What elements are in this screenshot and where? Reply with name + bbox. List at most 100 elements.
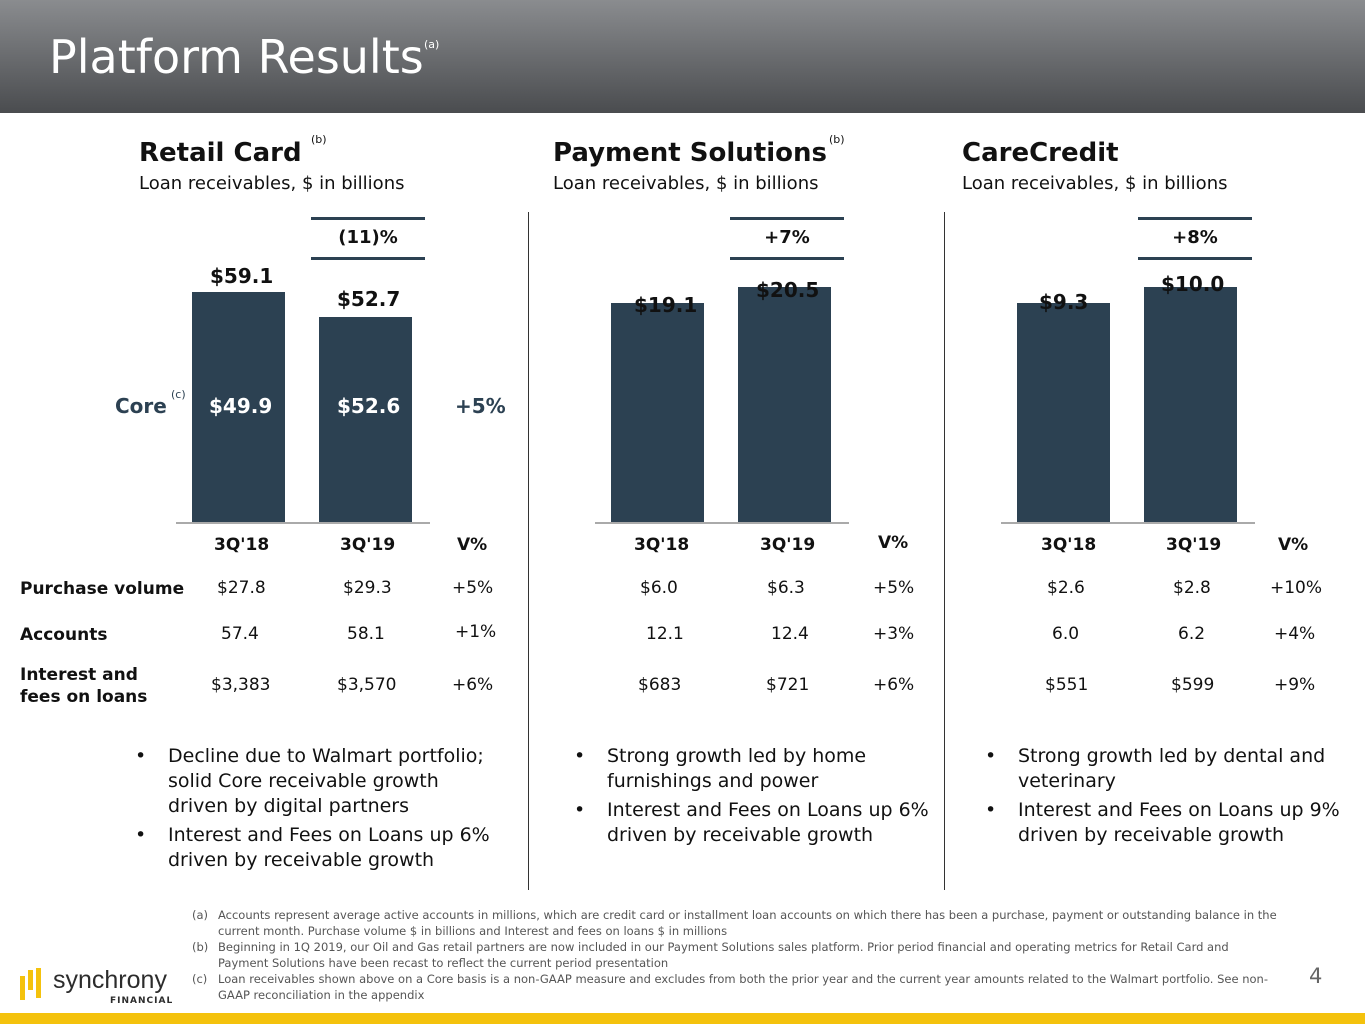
table-cell: $721	[766, 675, 810, 695]
bullet-line: Interest and Fees on Loans up 9%	[1018, 799, 1340, 821]
row-label-accounts: Accounts	[20, 625, 108, 645]
synchrony-logo-sub: FINANCIAL	[110, 996, 174, 1006]
bullet-line: veterinary	[1018, 770, 1116, 792]
retail-bar-label-3q19: $52.7	[337, 287, 401, 311]
footnote-text: Loan receivables shown above on a Core b…	[218, 972, 1268, 1002]
retail-baseline	[176, 522, 430, 524]
carecredit-bullet-1: • Strong growth led by dental and veteri…	[985, 745, 1326, 792]
table-cell: $2.8	[1173, 578, 1211, 598]
divider-right	[944, 212, 945, 890]
table-cell: $599	[1171, 675, 1215, 695]
table-cell: 58.1	[347, 624, 385, 644]
payment-solutions-subtitle: Loan receivables, $ in billions	[553, 173, 819, 194]
bullet-line: driven by receivable growth	[607, 824, 874, 846]
table-cell: +6%	[873, 675, 915, 695]
payment-growth-top-line	[730, 217, 844, 220]
payment-col-v: V%	[878, 533, 909, 553]
divider-left	[528, 212, 529, 890]
table-cell: +10%	[1270, 578, 1323, 598]
footnote-label: (b)	[192, 940, 209, 954]
table-cell: $29.3	[343, 578, 392, 598]
core-value-3q18: $49.9	[209, 394, 273, 418]
bullet-line: Interest and Fees on Loans up 6%	[607, 799, 929, 821]
retail-bar-label-3q18: $59.1	[210, 264, 274, 288]
carecredit-bar-3q18	[1017, 303, 1110, 522]
header-band	[0, 0, 1365, 113]
carecredit-col-3q18: 3Q'18	[1041, 535, 1097, 555]
core-note: (c)	[171, 388, 186, 401]
row-label-interest-fees: Interest and fees on loans	[20, 665, 148, 707]
payment-bullet-2: • Interest and Fees on Loans up 6% drive…	[574, 799, 929, 846]
table-cell: +5%	[452, 578, 494, 598]
table-cell: +3%	[873, 624, 915, 644]
title-footnote-marker: (a)	[424, 38, 440, 51]
carecredit-bullet-2: • Interest and Fees on Loans up 9% drive…	[985, 799, 1340, 846]
core-value-3q19: $52.6	[337, 394, 401, 418]
footnote-a: (a) Accounts represent average active ac…	[192, 907, 1292, 939]
table-cell: 6.0	[1052, 624, 1080, 644]
payment-solutions-note: (b)	[829, 133, 845, 146]
bullet-line: furnishings and power	[607, 770, 819, 792]
bullet-line: solid Core receivable growth	[168, 770, 439, 792]
table-cell: +5%	[873, 578, 915, 598]
table-cell: $27.8	[217, 578, 266, 598]
bottom-accent-bar	[0, 1013, 1365, 1024]
payment-col-3q19: 3Q'19	[760, 535, 816, 555]
page-title: Platform Results	[49, 30, 424, 84]
retail-col-3q18: 3Q'18	[214, 535, 270, 555]
carecredit-col-3q19: 3Q'19	[1166, 535, 1222, 555]
page-number: 4	[1309, 964, 1323, 988]
table-cell: $3,570	[337, 675, 397, 695]
carecredit-col-v: V%	[1278, 535, 1309, 555]
carecredit-growth-bottom-line	[1138, 257, 1252, 260]
retail-growth-top-line	[311, 217, 425, 220]
carecredit-baseline	[1001, 522, 1255, 524]
footnote-text: Beginning in 1Q 2019, our Oil and Gas re…	[218, 940, 1229, 970]
table-cell: 12.4	[771, 624, 809, 644]
payment-bar-label-3q19: $20.5	[756, 278, 820, 302]
payment-col-3q18: 3Q'18	[634, 535, 690, 555]
footnote-c: (c) Loan receivables shown above on a Co…	[192, 971, 1292, 1003]
table-cell: $6.0	[640, 578, 678, 598]
footnote-label: (a)	[192, 908, 209, 922]
payment-solutions-title: Payment Solutions	[553, 138, 827, 168]
retail-card-note: (b)	[311, 133, 327, 146]
retail-card-title: Retail Card	[139, 138, 302, 168]
retail-growth-bottom-line	[311, 257, 425, 260]
bullet-line: Strong growth led by dental and	[1018, 745, 1326, 767]
bullet-line: Interest and Fees on Loans up 6%	[168, 824, 490, 846]
table-cell: 6.2	[1178, 624, 1206, 644]
payment-growth-bottom-line	[730, 257, 844, 260]
footnote-label: (c)	[192, 972, 208, 986]
bullet-line: driven by receivable growth	[168, 849, 435, 871]
bullet-line: driven by receivable growth	[1018, 824, 1285, 846]
carecredit-growth-top-line	[1138, 217, 1252, 220]
carecredit-growth: +8%	[1172, 227, 1218, 248]
table-cell: +4%	[1274, 624, 1316, 644]
table-cell: $551	[1045, 675, 1089, 695]
footnote-b: (b) Beginning in 1Q 2019, our Oil and Ga…	[192, 939, 1292, 971]
row-label-purchase-volume: Purchase volume	[20, 579, 185, 599]
payment-bullet-1: • Strong growth led by home furnishings …	[574, 745, 867, 792]
core-label: Core	[115, 394, 167, 418]
retail-bullet-2: • Interest and Fees on Loans up 6% drive…	[135, 824, 490, 871]
payment-bar-3q18	[611, 303, 704, 522]
bullet-line: Strong growth led by home	[607, 745, 867, 767]
table-cell: $3,383	[211, 675, 271, 695]
table-cell: 12.1	[646, 624, 684, 644]
payment-growth: +7%	[764, 227, 810, 248]
carecredit-title: CareCredit	[962, 138, 1119, 168]
table-cell: 57.4	[221, 624, 259, 644]
retail-bar-3q19	[319, 317, 412, 522]
footnote-text: Accounts represent average active accoun…	[218, 908, 1277, 938]
core-growth: +5%	[455, 394, 506, 418]
carecredit-bar-label-3q19: $10.0	[1161, 272, 1225, 296]
retail-col-3q19: 3Q'19	[340, 535, 396, 555]
table-cell: +6%	[452, 675, 494, 695]
carecredit-subtitle: Loan receivables, $ in billions	[962, 173, 1228, 194]
bullet-line: driven by digital partners	[168, 795, 410, 817]
retail-card-subtitle: Loan receivables, $ in billions	[139, 173, 405, 194]
table-cell: +1%	[455, 622, 497, 642]
retail-col-v: V%	[457, 535, 488, 555]
retail-growth: (11)%	[338, 227, 398, 248]
